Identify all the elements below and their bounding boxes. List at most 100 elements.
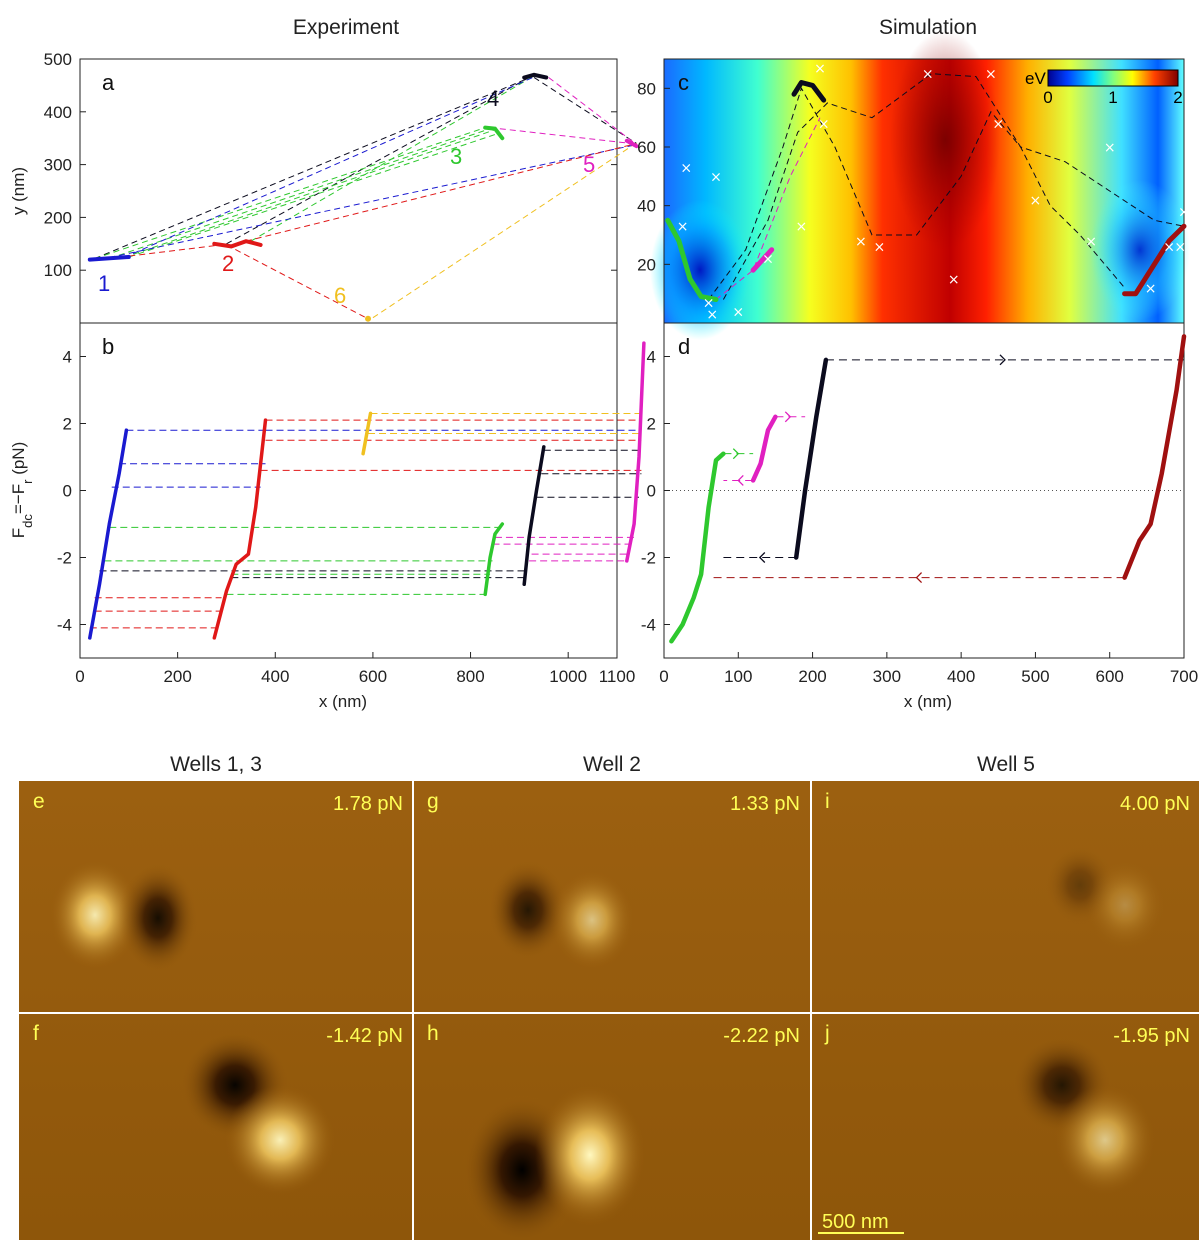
well-6-trace [365, 315, 372, 322]
transition-line-8 [99, 144, 637, 261]
minimum-marker: × [874, 240, 886, 256]
d-xtick-label: 600 [1096, 667, 1124, 686]
arrowhead-4 [758, 552, 766, 563]
well-label-3: 3 [450, 144, 462, 169]
panel-d-xlabel: x (nm) [904, 692, 952, 711]
image-force-f: -1.42 pN [326, 1025, 403, 1047]
sim-path-black [791, 80, 827, 103]
well-label-6: 6 [334, 283, 346, 308]
panel-b-ylabel: Fdc=−Fr (pN) [9, 442, 35, 539]
sim-force-curve-black [793, 357, 829, 560]
colorbar: eV 0 1 2 [1025, 69, 1183, 107]
force-curve-well-2 [212, 418, 268, 640]
colorbar-tick-2: 2 [1173, 88, 1182, 107]
minimum-marker: × [1163, 240, 1175, 256]
b-ytick-label: 4 [63, 348, 72, 367]
minimum-marker: × [992, 117, 1004, 133]
well-4-trace [522, 72, 549, 80]
d-xtick-label: 100 [724, 667, 752, 686]
c-ytick-label: 80 [637, 79, 656, 98]
arrowhead-3 [784, 411, 792, 423]
d-xtick-label: 400 [947, 667, 975, 686]
transition-line-11 [245, 142, 637, 242]
minimum-marker: × [814, 61, 826, 77]
b-xtick-label: 400 [261, 667, 289, 686]
d-ytick-label: 4 [647, 348, 656, 367]
panel-a-ylabel: y (nm) [9, 167, 28, 215]
image-panel-e [50, 860, 198, 973]
panel-b-label: b [102, 334, 114, 359]
force-curve-well-5 [625, 341, 646, 563]
colorbar-unit: eV [1025, 69, 1046, 88]
image-panel-h [462, 1085, 645, 1240]
sim-path-magenta [750, 247, 775, 273]
d-ytick-label: 0 [647, 482, 656, 501]
transition-line-1 [226, 77, 530, 245]
colorbar-tick-1: 1 [1108, 88, 1117, 107]
well-label-4: 4 [487, 86, 499, 111]
sim-path-green [665, 217, 719, 302]
panel-d-label: d [678, 334, 690, 359]
well-label-2: 2 [222, 251, 234, 276]
image-force-i: 4.00 pN [1120, 793, 1190, 815]
d-xtick-label: 300 [873, 667, 901, 686]
minimum-marker: × [818, 117, 830, 133]
image-panel-f [180, 1030, 335, 1195]
panel-b: b Fdc=−Fr (pN) x (nm) -4 -2 0 2 4 0 200 400 600 8… [9, 322, 646, 711]
transition-line-4 [109, 128, 491, 260]
transition-line-0 [94, 75, 535, 260]
d-ytick-label: -4 [641, 616, 656, 635]
d-xtick-label: 700 [1170, 667, 1198, 686]
c-ytick-label: 40 [637, 197, 656, 216]
minimum-marker: × [1174, 240, 1186, 256]
a-ytick-label: 400 [44, 103, 72, 122]
panel-a: a y (nm) 100 200 300 400 500 1 2 3 4 5 6 [9, 50, 639, 324]
b-xtick-label: 800 [456, 667, 484, 686]
panel-a-frame [79, 58, 618, 324]
minimum-marker: × [1104, 140, 1116, 156]
arrowhead-2 [737, 474, 744, 486]
transition-line-13 [499, 128, 632, 144]
minimum-marker: × [1085, 234, 1097, 250]
minimum-marker: × [732, 304, 744, 320]
sim-force-curve-darkred [1122, 334, 1187, 580]
minimum-marker: × [985, 67, 997, 83]
panel-c-label: c [678, 70, 689, 95]
b-xtick-label: 1000 [549, 667, 587, 686]
b-xtick-label: 600 [359, 667, 387, 686]
transition-line-6 [128, 132, 500, 258]
transition-line-14 [548, 77, 637, 145]
b-ytick-label: 0 [63, 482, 72, 501]
sim-dashed-path-0 [708, 87, 1125, 300]
image-force-g: 1.33 pN [730, 793, 800, 815]
sim-dashed-path-1 [722, 73, 1185, 300]
transition-line-2 [533, 77, 637, 144]
sim-force-curve-magenta [750, 414, 778, 483]
minimum-marker: × [680, 161, 692, 177]
scale-bar-label: 500 nm [822, 1211, 889, 1233]
force-curve-well-3 [483, 522, 505, 597]
force-curve-well-1 [88, 428, 129, 640]
panel-b-xlabel: x (nm) [319, 692, 367, 711]
sim-force-curve-green [669, 451, 726, 644]
arrowhead-0 [999, 354, 1006, 366]
b-xtick-label: 0 [75, 667, 84, 686]
minimum-marker: × [948, 272, 960, 288]
b-ytick-label: 2 [63, 415, 72, 434]
minimum-marker: × [710, 169, 722, 185]
minimum-marker: × [855, 234, 867, 250]
well-5-trace [624, 138, 639, 149]
a-ytick-label: 200 [44, 208, 72, 227]
b-ytick-label: -4 [57, 616, 72, 635]
b-xtick-label: 1100 [599, 667, 636, 686]
minimum-marker: × [677, 219, 689, 235]
image-force-e: 1.78 pN [333, 793, 403, 815]
image-label-h: h [427, 1022, 439, 1045]
minimum-marker: × [703, 295, 715, 311]
minimum-marker: × [1030, 193, 1042, 209]
transition-line-12 [226, 244, 369, 320]
col-title-well-5: Well 5 [977, 753, 1035, 776]
minimum-marker: × [706, 307, 718, 323]
